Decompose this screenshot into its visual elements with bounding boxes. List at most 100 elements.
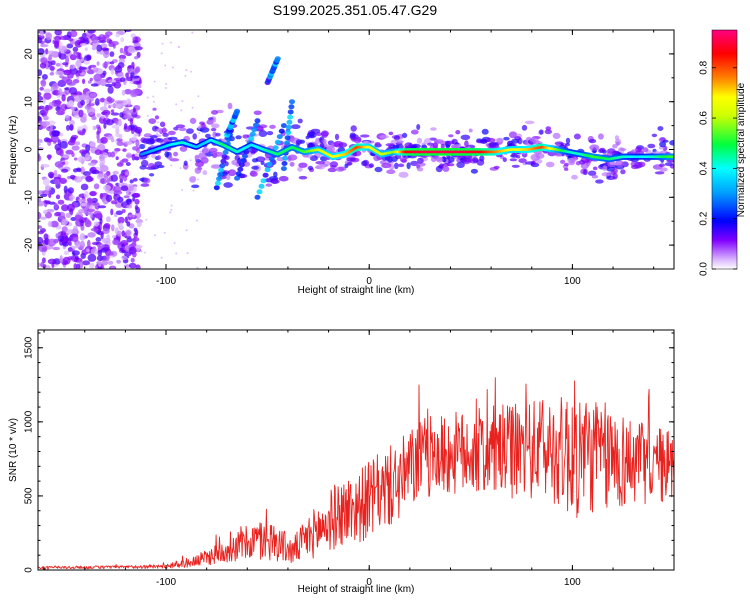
noise-blob [181, 100, 184, 103]
noise-blob [130, 72, 135, 77]
noise-blob [93, 73, 102, 82]
noise-blob [130, 257, 135, 263]
halo-blob [669, 140, 674, 146]
noise-blob [86, 208, 96, 212]
halo-blob [273, 171, 278, 178]
spectrogram-y-tick-label: 20 [24, 48, 35, 60]
noise-blob [70, 234, 79, 242]
halo-blob [361, 160, 368, 167]
noise-blob [170, 208, 173, 211]
noise-blob [42, 97, 46, 104]
streak-blob [280, 166, 287, 172]
noise-blob [38, 69, 43, 77]
halo-blob [599, 147, 606, 153]
halo-blob [430, 156, 437, 163]
noise-blob [49, 124, 53, 132]
spectrogram-x-axis-label: Height of straight line (km) [298, 285, 415, 296]
noise-blob [66, 203, 75, 212]
streak-blob [266, 161, 273, 167]
streak-blob [222, 149, 229, 155]
noise-blob [119, 222, 124, 229]
halo-blob [139, 143, 146, 150]
noise-blob [58, 53, 67, 60]
halo-blob [464, 140, 469, 148]
halo-blob [455, 130, 461, 135]
snr-x-axis-label: Height of straight line (km) [298, 584, 415, 595]
noise-blob [62, 62, 69, 66]
noise-blob [136, 221, 142, 228]
noise-blob [58, 177, 68, 184]
noise-blob [73, 263, 77, 269]
noise-blob [179, 167, 182, 170]
halo-blob [659, 167, 668, 172]
halo-blob [401, 158, 408, 163]
noise-blob [107, 85, 114, 94]
noise-blob [91, 35, 99, 44]
noise-blob [38, 225, 43, 229]
noise-blob [118, 118, 122, 127]
halo-blob [472, 157, 479, 163]
streak-blob [278, 128, 285, 134]
noise-blob [47, 139, 53, 143]
chart-title: S199.2025.351.05.47.G29 [273, 2, 437, 18]
halo-blob [161, 127, 167, 135]
noise-blob [54, 161, 64, 168]
streak-blob [284, 140, 290, 146]
halo-blob [398, 171, 409, 178]
noise-blob [83, 112, 87, 121]
noise-blob [92, 67, 99, 73]
halo-blob [564, 167, 569, 171]
streak-blob [285, 124, 292, 130]
noise-blob [116, 259, 121, 264]
halo-blob [479, 139, 488, 144]
noise-blob [180, 109, 183, 112]
halo-blob [525, 161, 535, 165]
noise-blob [125, 230, 131, 237]
noise-blob [95, 213, 102, 219]
noise-blob [96, 44, 103, 52]
halo-blob [191, 184, 200, 189]
noise-blob [103, 99, 107, 108]
halo-blob [619, 148, 627, 151]
halo-blob [565, 137, 571, 144]
halo-blob [394, 162, 399, 169]
halo-blob [571, 174, 578, 180]
streak-blob [256, 189, 263, 195]
noise-blob [66, 124, 70, 131]
halo-blob [456, 161, 465, 168]
noise-blob [177, 46, 180, 48]
noise-blob [129, 179, 134, 184]
noise-blob [38, 262, 41, 268]
spectrogram-y-tick-label: -10 [24, 190, 35, 205]
halo-blob [360, 134, 370, 138]
halo-blob [615, 160, 625, 168]
streak-blob [287, 109, 294, 115]
halo-blob [495, 137, 505, 143]
streak-blob [254, 118, 261, 124]
halo-blob [154, 115, 160, 120]
halo-blob [298, 175, 308, 180]
noise-blob [82, 37, 89, 42]
halo-blob [539, 129, 544, 135]
halo-blob [197, 152, 207, 160]
snr-x-tick-label: 100 [564, 577, 581, 588]
noise-blob [197, 95, 200, 98]
streak-blob [285, 130, 292, 136]
noise-blob [117, 230, 122, 237]
streak-blob [264, 167, 271, 173]
snr-plot-area [38, 330, 674, 570]
halo-blob [227, 102, 233, 110]
noise-blob [39, 30, 44, 37]
noise-blob [107, 79, 116, 84]
noise-blob [59, 35, 69, 41]
halo-blob [606, 151, 613, 155]
noise-blob [114, 148, 121, 152]
noise-blob [73, 157, 78, 161]
noise-blob [49, 65, 55, 71]
streak-blob [276, 134, 283, 140]
noise-blob [75, 242, 81, 249]
noise-blob [97, 126, 102, 134]
noise-blob [44, 185, 52, 192]
noise-blob [74, 40, 83, 48]
